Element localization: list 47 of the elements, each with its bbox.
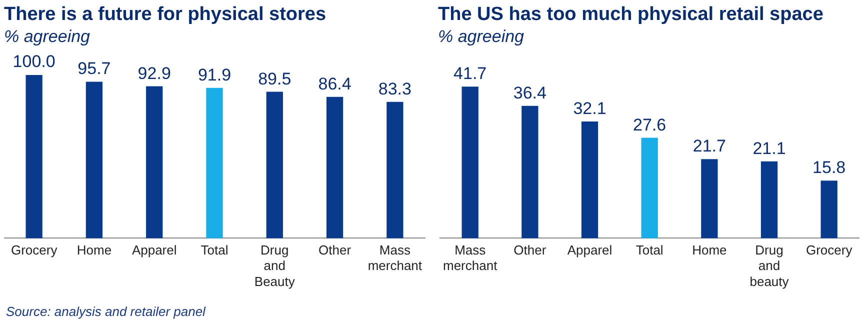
bar bbox=[326, 96, 344, 238]
data-label: 21.7 bbox=[692, 136, 726, 156]
x-tick-label: Mass merchant bbox=[368, 242, 422, 274]
bar bbox=[462, 86, 478, 238]
chart-subtitle: % agreeing bbox=[4, 27, 92, 47]
chart-title: The US has too much physical retail space bbox=[438, 4, 824, 26]
x-tick-label: Grocery bbox=[10, 242, 58, 258]
x-tick-label: Other bbox=[318, 242, 352, 258]
x-tick-label: Apparel bbox=[132, 242, 177, 258]
data-label: 36.4 bbox=[513, 83, 546, 102]
bar bbox=[641, 138, 658, 238]
x-tick-label: Mass merchant bbox=[442, 242, 498, 274]
data-label: 32.1 bbox=[573, 98, 606, 118]
chart-subtitle: % agreeing bbox=[438, 27, 526, 47]
bar bbox=[581, 121, 598, 238]
data-label: 91.9 bbox=[198, 65, 232, 84]
data-label: 86.4 bbox=[318, 74, 352, 94]
bar bbox=[266, 92, 283, 238]
data-label: 83.3 bbox=[378, 79, 412, 98]
bar bbox=[386, 102, 404, 238]
chart-title: There is a future for physical stores bbox=[4, 4, 328, 26]
data-label: 95.7 bbox=[78, 59, 111, 78]
bar bbox=[820, 180, 838, 238]
data-label: 92.9 bbox=[138, 64, 171, 83]
bar bbox=[760, 161, 778, 238]
data-label: 21.1 bbox=[752, 138, 786, 158]
x-tick-label: Total bbox=[636, 242, 664, 258]
bar bbox=[26, 75, 42, 238]
data-label: 100.0 bbox=[12, 52, 56, 72]
bar bbox=[206, 88, 223, 238]
x-tick-label: Total bbox=[200, 242, 228, 258]
bar bbox=[522, 106, 538, 238]
data-label: 15.8 bbox=[812, 158, 846, 178]
x-tick-label: Home bbox=[76, 242, 112, 258]
bar bbox=[146, 86, 163, 238]
bar bbox=[701, 159, 718, 238]
x-tick-label: Other bbox=[514, 242, 547, 258]
data-label: 41.7 bbox=[454, 64, 487, 84]
x-tick-label: Grocery bbox=[806, 242, 853, 258]
x-tick-label: Drug and beauty bbox=[750, 242, 790, 289]
bar bbox=[86, 82, 103, 238]
x-tick-label: Drug and Beauty bbox=[254, 242, 296, 289]
x-tick-label: Home bbox=[692, 242, 727, 258]
source-note: Source: analysis and retailer panel bbox=[6, 304, 206, 319]
data-label: 89.5 bbox=[258, 69, 292, 88]
data-label: 27.6 bbox=[633, 115, 666, 134]
x-tick-label: Apparel bbox=[567, 242, 612, 258]
